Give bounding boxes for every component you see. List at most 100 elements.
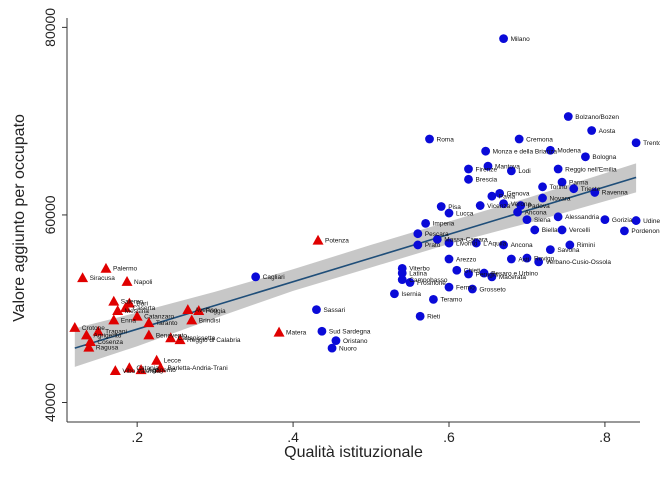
- point-label: Mantova: [495, 163, 520, 170]
- point-label: Cosenza: [97, 339, 123, 346]
- circle-marker: [513, 207, 523, 217]
- circle-marker: [522, 215, 532, 225]
- point-label: Padova: [528, 203, 550, 210]
- point-label: Caltanissetta: [178, 335, 216, 342]
- circle-marker: [557, 177, 567, 187]
- point-label: Firenze: [475, 166, 497, 173]
- point-label: Massa-Carrara: [444, 237, 488, 244]
- point-label: Pavia: [499, 193, 516, 200]
- point-label: Salerno: [121, 299, 144, 306]
- point-label: Alessandria: [565, 214, 599, 221]
- point-label: Imperia: [433, 221, 455, 228]
- circle-marker: [413, 229, 423, 239]
- circle-marker: [397, 268, 407, 278]
- point-label: Barletta-Andria-Trani: [168, 365, 228, 372]
- y-tick-label: 80000: [42, 8, 58, 47]
- point-label: Ragusa: [96, 344, 119, 351]
- circle-marker: [590, 188, 600, 197]
- triangle-marker: [100, 262, 112, 273]
- point-label: Verona: [511, 201, 532, 208]
- circle-marker: [499, 199, 508, 209]
- circle-marker: [432, 234, 442, 244]
- triangle-marker: [112, 305, 124, 315]
- circle-marker: [413, 240, 423, 250]
- triangle-marker: [143, 317, 155, 328]
- circle-marker: [631, 138, 641, 148]
- triangle-marker: [83, 341, 95, 352]
- point-label: Isernia: [401, 291, 421, 298]
- circle-marker: [487, 191, 497, 201]
- x-tick-label: .6: [443, 429, 455, 445]
- circle-marker: [545, 245, 555, 255]
- point-label: Brescia: [475, 177, 497, 184]
- circle-marker: [331, 336, 341, 346]
- point-label: Udine: [643, 218, 660, 225]
- point-label: Rieti: [427, 314, 440, 321]
- point-label: Prato: [425, 242, 441, 249]
- point-label: Modena: [557, 148, 581, 155]
- triangle-marker: [69, 321, 81, 332]
- circle-marker: [563, 112, 573, 121]
- circle-marker: [553, 212, 563, 222]
- point-label: Ravenna: [602, 190, 628, 197]
- point-label: Milano: [511, 36, 531, 43]
- circle-marker: [516, 201, 526, 210]
- point-label: Lecce: [164, 358, 182, 365]
- circle-marker: [631, 216, 641, 225]
- point-label: Savona: [557, 247, 579, 254]
- point-label: Arezzo: [456, 256, 477, 263]
- circle-marker: [506, 254, 516, 264]
- point-label: Cremona: [526, 136, 553, 143]
- x-tick-label: .4: [287, 429, 299, 445]
- point-label: Caserta: [132, 305, 155, 312]
- triangle-marker: [121, 276, 133, 286]
- circle-marker: [464, 164, 473, 174]
- point-label: Torino: [550, 184, 568, 191]
- point-label: Agrigento: [93, 332, 121, 339]
- ticks-layer: 40000 60000 80000 .2 .4 .6 .8: [42, 8, 611, 445]
- point-label: Sud Sardegna: [329, 329, 371, 336]
- circle-marker: [587, 126, 597, 135]
- points-layer: [69, 34, 641, 376]
- point-label: Nuoro: [339, 345, 357, 352]
- point-label: Potenza: [325, 238, 349, 245]
- point-label: Gorizia: [612, 217, 633, 224]
- circle-marker: [464, 174, 473, 184]
- triangle-marker: [92, 325, 104, 336]
- point-label: Catanzaro: [144, 314, 174, 321]
- point-label: Bologna: [592, 154, 616, 161]
- triangle-marker: [193, 305, 205, 315]
- circle-marker: [538, 182, 547, 192]
- circle-marker: [415, 311, 425, 321]
- circle-marker: [514, 134, 524, 144]
- point-label: Bari: [136, 300, 148, 307]
- point-label: Benevento: [156, 332, 187, 339]
- triangle-marker: [186, 314, 198, 325]
- point-labels-layer: Milano Bolzano/Bozen Aosta Trento Roma Cremon…: [82, 36, 660, 375]
- point-label: Novara: [550, 195, 571, 202]
- circle-marker: [444, 254, 454, 264]
- circle-marker: [479, 268, 489, 278]
- point-label: Messina: [125, 308, 150, 315]
- point-label: Ancona: [525, 209, 547, 216]
- point-label: Matera: [286, 329, 307, 336]
- circle-marker: [545, 145, 555, 155]
- triangle-marker: [131, 310, 143, 321]
- circle-marker: [506, 166, 516, 176]
- point-label: Brindisi: [199, 317, 220, 324]
- circle-marker: [499, 34, 508, 44]
- triangle-marker: [273, 326, 285, 337]
- point-label: Rimini: [577, 242, 595, 249]
- circle-marker: [522, 253, 532, 263]
- circle-marker: [444, 238, 454, 248]
- circle-marker: [452, 265, 462, 275]
- point-label: Vicenza: [487, 203, 510, 210]
- point-label: Napoli: [134, 279, 152, 286]
- point-label: Taranto: [156, 320, 178, 327]
- point-label: Campobasso: [409, 277, 448, 284]
- point-label: Macerata: [499, 274, 526, 281]
- circle-marker: [538, 193, 547, 203]
- point-label: Teramo: [440, 297, 462, 304]
- circle-marker: [444, 282, 454, 292]
- point-label: Vercelli: [569, 227, 590, 234]
